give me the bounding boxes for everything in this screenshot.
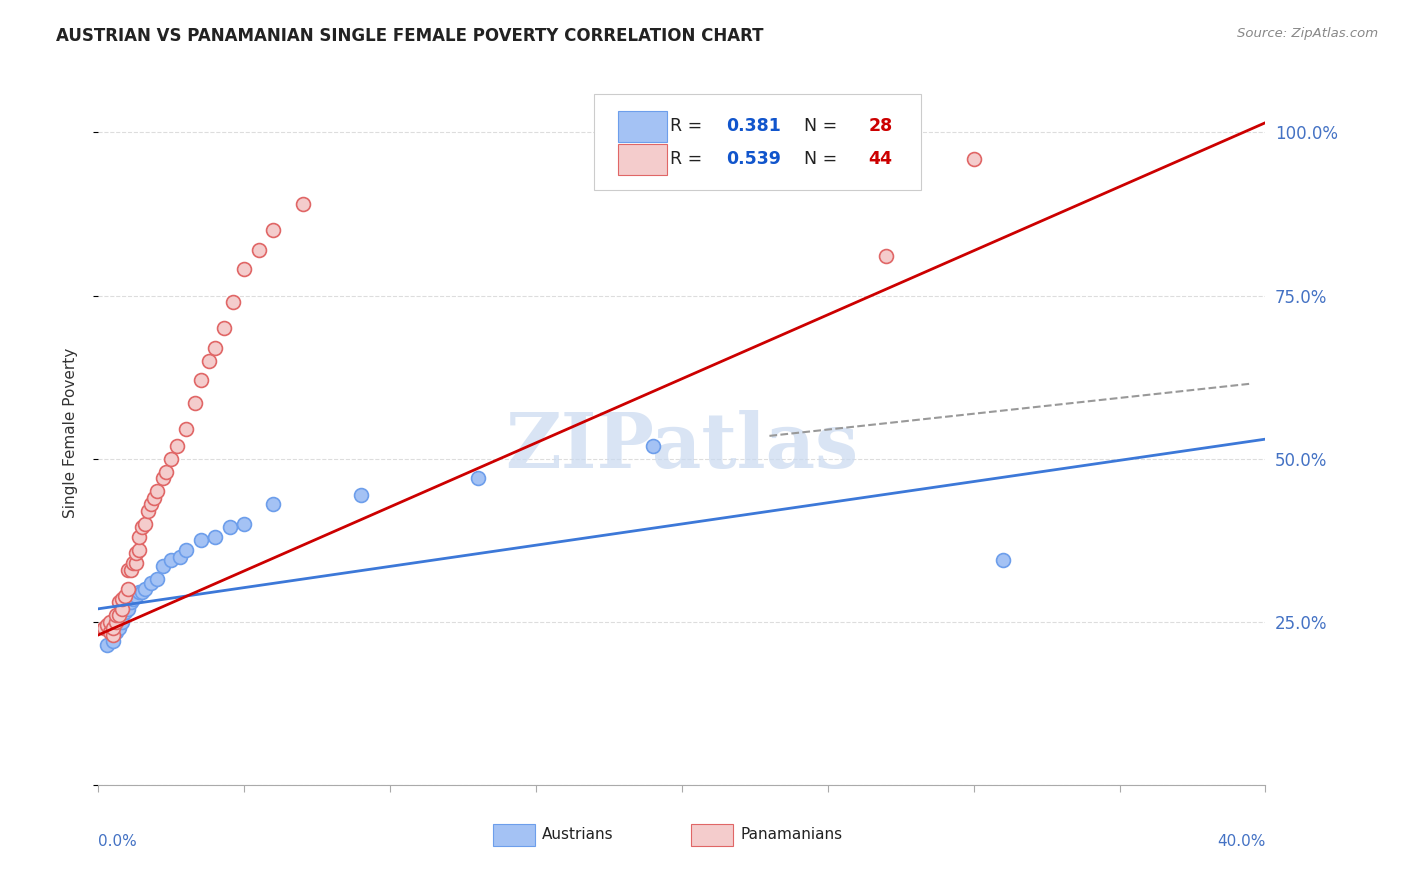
Point: [146, 573, 169, 587]
Point: [190, 373, 212, 387]
Point: [134, 582, 156, 597]
Text: R =: R =: [671, 150, 709, 169]
Point: [991, 553, 1014, 567]
FancyBboxPatch shape: [617, 111, 666, 142]
Point: [111, 615, 134, 629]
Text: ZIPatlas: ZIPatlas: [505, 409, 859, 483]
Text: N =: N =: [793, 117, 842, 135]
FancyBboxPatch shape: [595, 95, 921, 189]
Point: [174, 422, 197, 436]
Point: [101, 621, 124, 635]
Point: [108, 608, 131, 623]
Point: [117, 563, 139, 577]
Point: [204, 341, 226, 355]
Point: [122, 592, 145, 607]
Point: [139, 497, 162, 511]
Point: [104, 615, 127, 629]
Text: 0.539: 0.539: [727, 150, 782, 169]
Y-axis label: Single Female Poverty: Single Female Poverty: [63, 348, 77, 517]
Point: [108, 621, 131, 635]
Point: [467, 471, 489, 485]
Point: [183, 396, 205, 410]
Point: [160, 451, 183, 466]
Text: Panamanians: Panamanians: [741, 827, 842, 842]
Point: [134, 516, 156, 531]
Text: 44: 44: [869, 150, 893, 169]
Point: [152, 471, 174, 485]
Point: [125, 546, 148, 560]
Point: [125, 589, 148, 603]
Point: [101, 634, 124, 648]
Point: [198, 354, 221, 368]
Point: [262, 223, 284, 237]
Point: [131, 585, 153, 599]
Point: [111, 602, 134, 616]
Point: [875, 250, 897, 264]
FancyBboxPatch shape: [692, 823, 734, 847]
Point: [641, 439, 664, 453]
Point: [291, 197, 314, 211]
Point: [98, 624, 121, 639]
Point: [160, 553, 183, 567]
Point: [166, 439, 188, 453]
Point: [174, 543, 197, 558]
Point: [128, 585, 150, 599]
Point: [122, 556, 145, 570]
Point: [190, 533, 212, 548]
Text: N =: N =: [793, 150, 842, 169]
Text: 28: 28: [869, 117, 893, 135]
Point: [98, 615, 121, 629]
Point: [247, 243, 270, 257]
Point: [101, 628, 124, 642]
Point: [221, 295, 243, 310]
Point: [233, 262, 256, 277]
Text: Austrians: Austrians: [541, 827, 613, 842]
Point: [204, 530, 226, 544]
Point: [136, 504, 159, 518]
Point: [108, 595, 131, 609]
Point: [128, 530, 150, 544]
Point: [96, 638, 118, 652]
Point: [131, 520, 153, 534]
Point: [104, 624, 127, 639]
Text: 40.0%: 40.0%: [1218, 834, 1265, 849]
Point: [104, 608, 127, 623]
Point: [152, 559, 174, 574]
Text: AUSTRIAN VS PANAMANIAN SINGLE FEMALE POVERTY CORRELATION CHART: AUSTRIAN VS PANAMANIAN SINGLE FEMALE POV…: [56, 27, 763, 45]
Point: [93, 621, 115, 635]
Point: [96, 618, 118, 632]
Point: [128, 543, 150, 558]
Point: [262, 497, 284, 511]
Point: [111, 592, 134, 607]
Point: [125, 556, 148, 570]
Point: [117, 602, 139, 616]
Point: [212, 321, 235, 335]
Point: [146, 484, 169, 499]
Point: [218, 520, 240, 534]
Point: [142, 491, 165, 505]
Point: [114, 589, 136, 603]
Text: 0.381: 0.381: [727, 117, 782, 135]
Point: [169, 549, 191, 564]
Point: [233, 516, 256, 531]
Point: [350, 487, 373, 501]
Point: [120, 595, 142, 609]
Point: [120, 563, 142, 577]
Text: R =: R =: [671, 117, 709, 135]
Point: [114, 605, 136, 619]
Point: [962, 152, 984, 166]
Text: 0.0%: 0.0%: [98, 834, 138, 849]
Point: [117, 582, 139, 597]
Point: [155, 465, 177, 479]
FancyBboxPatch shape: [494, 823, 534, 847]
Point: [139, 575, 162, 590]
FancyBboxPatch shape: [617, 144, 666, 175]
Text: Source: ZipAtlas.com: Source: ZipAtlas.com: [1237, 27, 1378, 40]
